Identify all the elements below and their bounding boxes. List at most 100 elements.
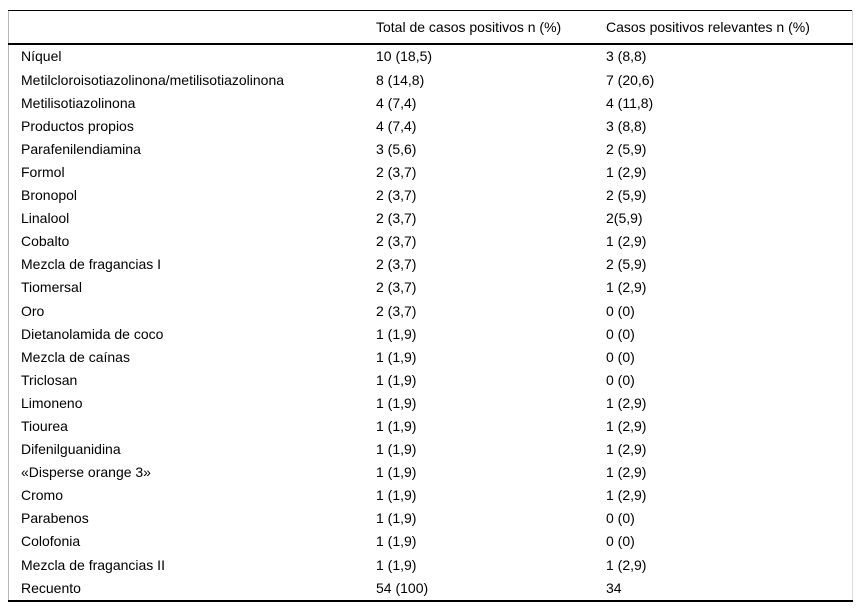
substance-cell: Parabenos (21, 510, 89, 527)
total-positive-cell: 1 (1,9) (376, 464, 417, 481)
substance-cell: Níquel (21, 48, 62, 65)
total-positive-cell: 1 (1,9) (376, 394, 417, 411)
relevant-positive-cell: 1 (2,9) (606, 464, 647, 481)
substance-cell: Metilisotiazolinona (21, 94, 136, 111)
substance-cell: Parafenilendiamina (21, 140, 141, 157)
table-row: Níquel 10 (18,5) 3 (8,8) (9, 44, 853, 69)
total-positive-cell: 2 (3,7) (376, 279, 417, 296)
table-row: Metilcloroisotiazolinona/metilisotiazoli… (9, 68, 853, 91)
relevant-positive-cell: 0 (0) (606, 302, 635, 319)
relevant-positive-cell: 1 (2,9) (606, 163, 647, 180)
total-positive-cell: 8 (14,8) (376, 71, 425, 88)
total-positive-cell: 1 (1,9) (376, 441, 417, 458)
table-row: Dietanolamida de coco 1 (1,9) 0 (0) (9, 322, 853, 345)
total-positive-cell: 1 (1,9) (376, 533, 417, 550)
substance-cell: Formol (21, 163, 65, 180)
table-row: Formol 2 (3,7) 1 (2,9) (9, 160, 853, 183)
total-positive-cell: 1 (1,9) (376, 325, 417, 342)
substance-cell: Oro (21, 302, 45, 319)
table-row: Cromo 1 (1,9) 1 (2,9) (9, 484, 853, 507)
table-row: «Disperse orange 3» 1 (1,9) 1 (2,9) (9, 461, 853, 484)
substance-cell: Cromo (21, 487, 64, 504)
total-positive-cell: 1 (1,9) (376, 487, 417, 504)
relevant-positive-cell: 1 (2,9) (606, 556, 647, 573)
header-cell-substance (8, 10, 376, 45)
table-row: Triclosan 1 (1,9) 0 (0) (9, 368, 853, 391)
header-cell-relevant-positive: Casos positivos relevantes n (%) (606, 10, 853, 45)
substance-cell: Tiourea (21, 418, 68, 434)
relevant-positive-cell: 3 (8,8) (606, 48, 647, 65)
total-positive-cell: 1 (1,9) (376, 510, 417, 527)
table-row: Mezcla de fragancias II 1 (1,9) 1 (2,9) (9, 553, 853, 576)
substance-cell: Dietanolamida de coco (21, 325, 164, 342)
total-positive-cell: 1 (1,9) (376, 348, 417, 365)
substance-cell: Mezcla de fragancias II (21, 556, 165, 573)
table-row: Bronopol 2 (3,7) 2 (5,9) (9, 184, 853, 207)
total-positive-cell: 2 (3,7) (376, 163, 417, 180)
total-positive-cell: 1 (1,9) (376, 556, 417, 573)
total-positive-cell: 10 (18,5) (376, 48, 433, 65)
relevant-positive-cell: 2 (5,9) (606, 140, 647, 157)
total-positive-cell: 2 (3,7) (376, 187, 417, 204)
header-row: Total de casos positivos n (%) Casos pos… (8, 10, 853, 45)
table-row: Oro 2 (3,7) 0 (0) (9, 299, 853, 322)
substance-cell: «Disperse orange 3» (21, 464, 151, 481)
table-body: Níquel 10 (18,5) 3 (8,8) Metilcloroisotiazo… (9, 44, 853, 602)
relevant-positive-cell: 7 (20,6) (606, 71, 655, 88)
substance-cell: Mezcla de caínas (21, 348, 130, 365)
relevant-positive-cell: 2 (5,9) (606, 256, 647, 273)
total-positive-cell: 4 (7,4) (376, 94, 417, 111)
substance-cell: Bronopol (21, 187, 78, 204)
table-row: Colofonia 1 (1,9) 0 (0) (9, 530, 853, 553)
substance-cell: Productos propios (21, 117, 134, 134)
table-row: Tiourea 1 (1,9) 1 (2,9) (9, 414, 853, 437)
relevant-positive-cell: 1 (2,9) (606, 487, 647, 504)
relevant-positive-cell: 2 (5,9) (606, 187, 647, 204)
relevant-positive-cell: 4 (11,8) (606, 94, 654, 111)
relevant-positive-cell: 0 (0) (606, 348, 635, 365)
total-positive-cell: 1 (1,9) (376, 371, 417, 388)
total-positive-cell: 2 (3,7) (376, 210, 417, 227)
substance-cell: Mezcla de fragancias I (21, 256, 162, 273)
total-positive-cell: 2 (3,7) (376, 256, 417, 273)
relevant-positive-cell: 3 (8,8) (606, 117, 647, 134)
relevant-positive-cell: 34 (606, 580, 622, 597)
relevant-positive-cell: 1 (2,9) (606, 394, 647, 411)
table-row: Mezcla de caínas 1 (1,9) 0 (0) (9, 345, 853, 368)
total-positive-cell: 1 (1,9) (376, 418, 417, 434)
table-row: Metilisotiazolinona 4 (7,4) 4 (11,8) (9, 91, 853, 114)
substance-cell: Difenilguanidina (21, 441, 121, 458)
relevant-positive-cell: 0 (0) (606, 371, 635, 388)
table-row: Recuento 54 (100) 34 (9, 576, 853, 601)
table-row: Limoneno 1 (1,9) 1 (2,9) (9, 391, 853, 414)
substance-cell: Linalool (21, 210, 70, 227)
relevant-positive-cell: 1 (2,9) (606, 233, 647, 250)
substance-cell: Triclosan (21, 371, 78, 388)
substance-cell: Recuento (21, 580, 81, 597)
table-header: Total de casos positivos n (%) Casos pos… (8, 10, 853, 45)
positive-cases-table: Total de casos positivos n (%) Casos pos… (8, 10, 853, 602)
total-positive-cell: 54 (100) (376, 580, 429, 597)
relevant-positive-cell: 0 (0) (606, 533, 635, 550)
total-positive-cell: 2 (3,7) (376, 302, 417, 319)
table-row: Linalool 2 (3,7) 2(5,9) (9, 207, 853, 230)
table-row: Parabenos 1 (1,9) 0 (0) (9, 507, 853, 530)
relevant-positive-cell: 1 (2,9) (606, 441, 647, 458)
table-row: Productos propios 4 (7,4) 3 (8,8) (9, 114, 853, 137)
substance-cell: Cobalto (21, 233, 70, 250)
total-positive-cell: 3 (5,6) (376, 140, 417, 157)
header-cell-total-positive: Total de casos positivos n (%) (376, 10, 606, 45)
relevant-positive-cell: 1 (2,9) (606, 279, 647, 296)
table-row: Cobalto 2 (3,7) 1 (2,9) (9, 230, 853, 253)
table-row: Tiomersal 2 (3,7) 1 (2,9) (9, 276, 853, 299)
substance-cell: Tiomersal (21, 279, 82, 296)
relevant-positive-cell: 0 (0) (606, 510, 635, 527)
table-row: Difenilguanidina 1 (1,9) 1 (2,9) (9, 438, 853, 461)
substance-cell: Colofonia (21, 533, 81, 550)
substance-cell: Metilcloroisotiazolinona/metilisotiazoli… (21, 71, 285, 88)
substance-cell: Limoneno (21, 394, 83, 411)
relevant-positive-cell: 0 (0) (606, 325, 635, 342)
relevant-positive-cell: 1 (2,9) (606, 418, 647, 434)
table-row: Parafenilendiamina 3 (5,6) 2 (5,9) (9, 137, 853, 160)
total-positive-cell: 2 (3,7) (376, 233, 417, 250)
